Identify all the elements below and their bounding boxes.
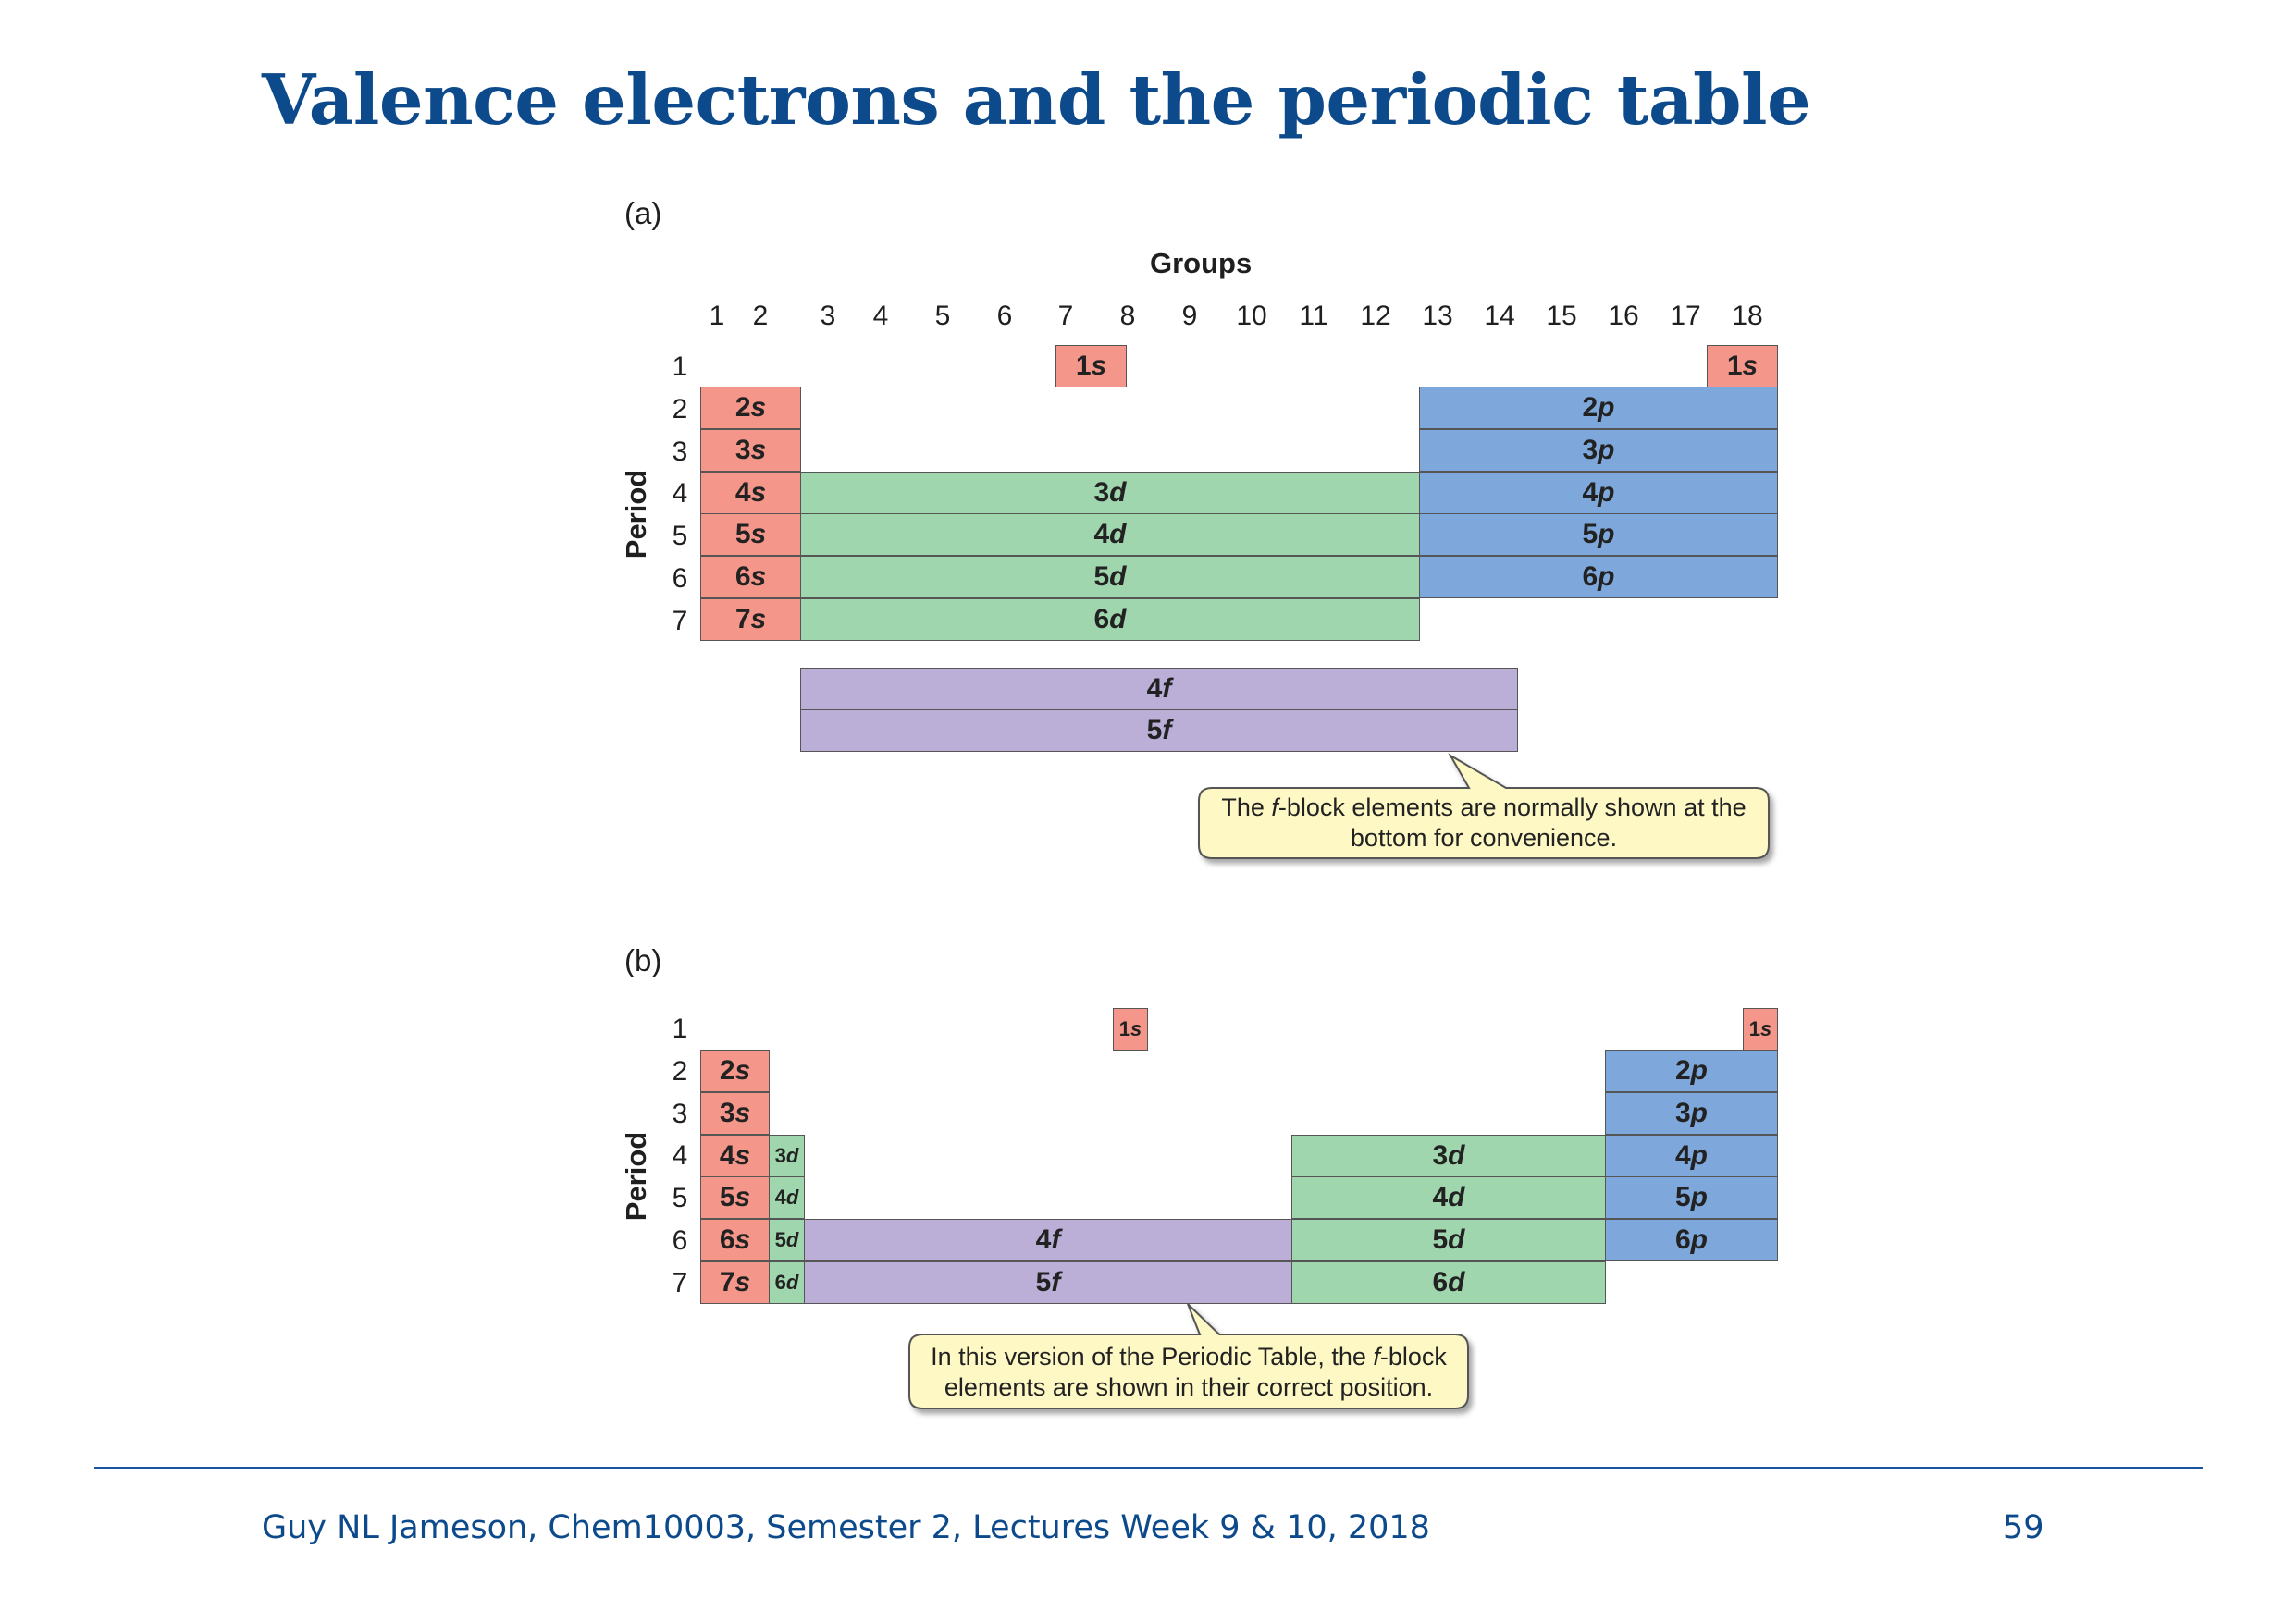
callout-b-line2: elements are shown in their correct posi…	[944, 1373, 1434, 1401]
group-number: 1	[709, 301, 725, 331]
callout-b-text-pre: In this version of the Periodic Table, t…	[931, 1343, 1374, 1371]
period-number: 1	[672, 1014, 688, 1044]
period-number: 2	[672, 1056, 688, 1087]
group-number: 17	[1670, 301, 1701, 331]
group-number: 2	[752, 301, 769, 331]
period-number: 3	[672, 436, 688, 467]
callout-a-text-em: f	[1271, 793, 1278, 821]
period-number: 4	[672, 478, 688, 509]
page-number: 59	[2003, 1509, 2044, 1546]
callout-b-text-em: f	[1373, 1343, 1380, 1371]
group-number: 14	[1484, 301, 1515, 331]
group-number: 7	[1057, 301, 1074, 331]
group-number: 12	[1360, 301, 1391, 331]
callout-b-text-post: -block	[1379, 1343, 1447, 1371]
period-number: 2	[672, 394, 688, 424]
callout-a-line1: The f-block elements are normally shown …	[1199, 793, 1769, 823]
period-number: 5	[672, 1183, 688, 1213]
group-number: 11	[1299, 301, 1328, 331]
callout-a-line2: bottom for convenience.	[1350, 824, 1618, 852]
callout-b-text: In this version of the Periodic Table, t…	[909, 1342, 1468, 1403]
group-number: 16	[1608, 301, 1639, 331]
groups-title: Groups	[1150, 247, 1253, 279]
period-number: 6	[672, 563, 688, 594]
period-number: 7	[672, 606, 688, 636]
period-number: 1	[672, 351, 688, 382]
group-number: 10	[1236, 301, 1267, 331]
footer-credit: Guy NL Jameson, Chem10003, Semester 2, L…	[262, 1509, 1430, 1546]
callout-a-text: The f-block elements are normally shown …	[1199, 793, 1769, 854]
group-number: 4	[872, 301, 889, 331]
callout-a-text-pre: The	[1221, 793, 1272, 821]
group-number: 5	[934, 301, 951, 331]
callout-a-text-post: -block elements are normally shown at th…	[1278, 793, 1747, 821]
period-number: 3	[672, 1099, 688, 1129]
period-number: 5	[672, 521, 688, 551]
panel-a-label: (a)	[624, 196, 662, 230]
group-number: 3	[820, 301, 836, 331]
panel-b-label: (b)	[624, 943, 662, 977]
group-number: 8	[1119, 301, 1136, 331]
period-number: 4	[672, 1140, 688, 1171]
period-number: 6	[672, 1225, 688, 1256]
group-number: 9	[1181, 301, 1198, 331]
callout-b-line1: In this version of the Periodic Table, t…	[909, 1342, 1468, 1372]
footer-divider	[94, 1467, 2203, 1469]
period-number: 7	[672, 1268, 688, 1298]
slide-title: Valence electrons and the periodic table	[262, 59, 1811, 141]
group-number: 6	[996, 301, 1013, 331]
group-number: 15	[1546, 301, 1577, 331]
group-number: 18	[1732, 301, 1763, 331]
group-number: 13	[1422, 301, 1453, 331]
